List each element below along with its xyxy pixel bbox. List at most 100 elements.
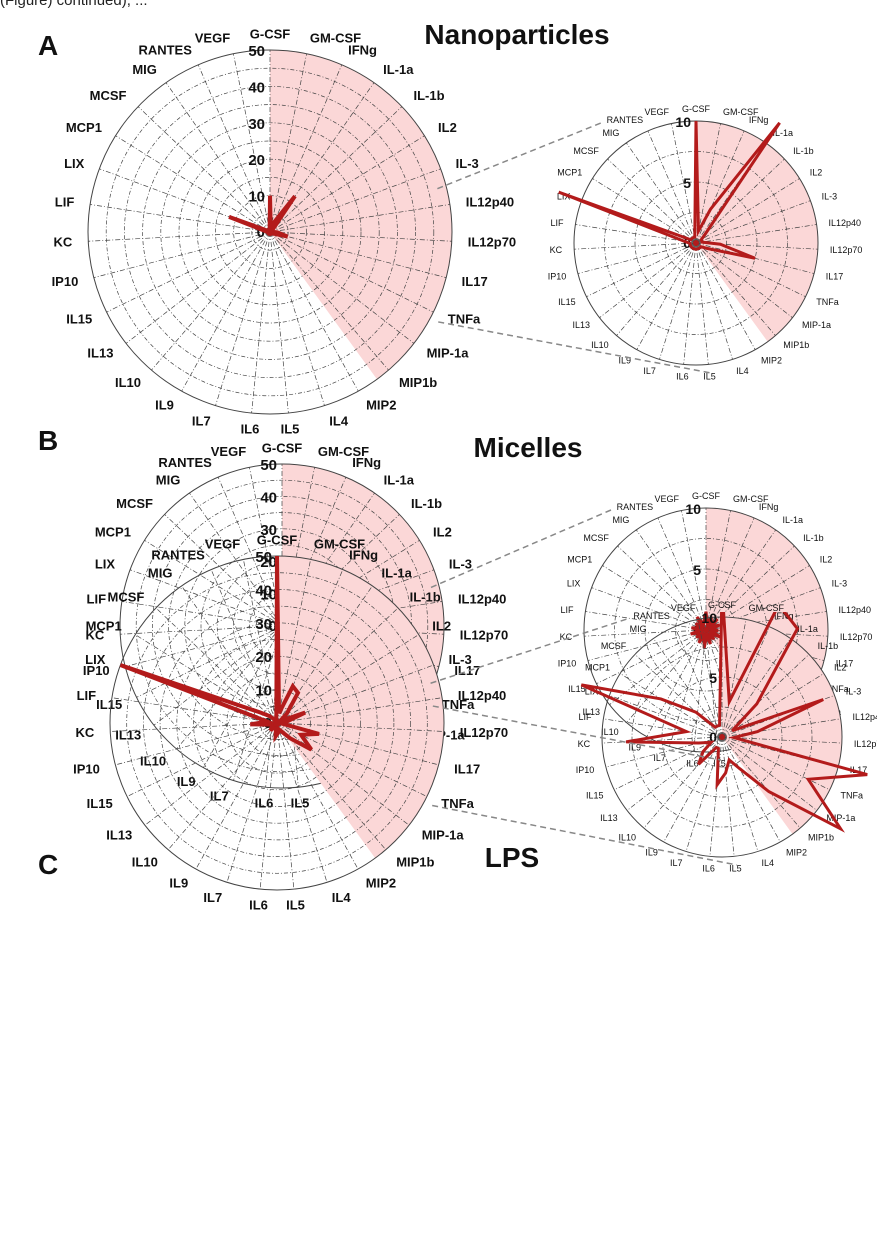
grid-spoke [125,231,271,344]
grid-spoke [189,492,283,627]
grid-ring [634,181,758,305]
chart-title: LPS [485,842,539,873]
tick-label-30: 30 [260,522,277,539]
category-label-mip2: MIP2 [366,876,396,891]
category-label-mig: MIG [148,565,173,580]
grid-spoke [599,242,697,318]
grid-spoke [203,625,283,768]
grid-spoke [88,231,271,242]
center-dot [273,719,281,727]
grid-spoke [721,736,735,857]
category-label-lix: LIX [64,156,85,171]
category-label-il-1a: IL-1a [382,565,413,580]
category-label-mip1b: MIP1b [396,854,434,869]
category-label-il-1b: IL-1b [818,641,839,651]
category-label-lif: LIF [87,592,107,607]
category-label-il15: IL15 [96,697,122,712]
zoom-connector-top [430,618,628,684]
grid-spoke [151,231,271,371]
grid-spoke [121,601,283,627]
grid-spoke [659,242,697,360]
grid-spoke [251,231,271,414]
category-label-mcsf: MCSF [601,641,627,651]
category-label-mcsf: MCSF [583,533,609,543]
category-label-tnfa: TNFa [826,684,849,694]
grid-spoke [721,736,781,843]
category-label-lix: LIX [95,557,116,572]
grid-spoke [585,611,707,631]
grid-spoke [276,559,311,724]
category-label-g-csf: G-CSF [682,104,711,114]
grid-ring [243,689,311,757]
category-label-kc: KC [560,632,573,642]
series-line [119,555,320,752]
category-label-mcp1: MCP1 [585,662,610,672]
grid-spoke [653,638,723,738]
category-label-il9: IL9 [155,398,174,413]
grid-spoke [603,718,723,738]
category-label-kc: KC [578,739,591,749]
category-label-il-1a: IL-1a [384,472,415,487]
category-label-ip10: IP10 [576,765,595,775]
zoom-connector-bottom [438,321,712,374]
tick-label-10: 10 [260,587,277,604]
tick-label-0: 0 [257,224,265,241]
category-label-mcp1: MCP1 [557,167,582,177]
grid-spoke [210,569,278,724]
grid-spoke [705,529,776,631]
grid-spoke [276,607,399,724]
category-label-il4: IL4 [332,890,352,905]
panel-letter: C [38,849,58,880]
category-label-ip10: IP10 [73,761,100,776]
grid-spoke [695,158,785,244]
category-label-il9: IL9 [177,774,196,789]
grid-spoke [636,529,707,631]
category-label-il5: IL5 [703,371,716,381]
category-label-il12p40: IL12p40 [466,195,514,210]
category-label-il15: IL15 [66,312,92,327]
grid-spoke [721,626,770,738]
grid-ring [251,213,289,251]
category-label-lix: LIX [557,192,571,202]
zoom-connector-bottom [432,804,738,866]
category-label-il-1a: IL-1a [773,128,794,138]
grid-spoke [269,231,325,406]
category-label-il-1b: IL-1b [411,496,442,511]
panel-letter: A [38,30,58,61]
category-label-il12p70: IL12p70 [840,632,873,642]
category-label-il2: IL2 [810,167,823,177]
category-label-ip10: IP10 [52,274,79,289]
category-label-il-3: IL-3 [456,156,479,171]
category-label-lix: LIX [567,579,581,589]
category-label-il13: IL13 [600,813,618,823]
highlight-sector [270,50,453,380]
category-label-lif: LIF [77,688,97,703]
category-label-il7: IL7 [643,366,656,376]
grid-spoke [197,64,271,233]
grid-spoke [709,736,723,857]
grid-spoke [671,123,697,244]
category-label-kc: KC [53,235,72,250]
category-label-il5: IL5 [281,422,300,437]
category-label-il12p40: IL12p40 [458,592,506,607]
tick-label-5: 5 [709,670,717,686]
grid-spoke [683,242,697,365]
category-label-mcp1: MCP1 [86,619,122,634]
grid-spoke [609,694,723,738]
grid-spoke [586,242,697,298]
grid-spoke [126,722,278,797]
grid-spoke [695,242,709,365]
grid-spoke [269,53,307,233]
tick-label-5: 5 [683,175,691,191]
grid-spoke [695,242,756,350]
category-label-il6: IL6 [241,422,260,437]
category-label-il-3: IL-3 [846,686,862,696]
grid-spoke [276,722,359,870]
category-label-mcp1: MCP1 [66,120,102,135]
grid-spoke [176,625,283,750]
series-line [690,611,722,649]
grid-ring [665,212,727,274]
category-label-il6: IL6 [676,371,689,381]
grid-spoke [695,224,817,244]
